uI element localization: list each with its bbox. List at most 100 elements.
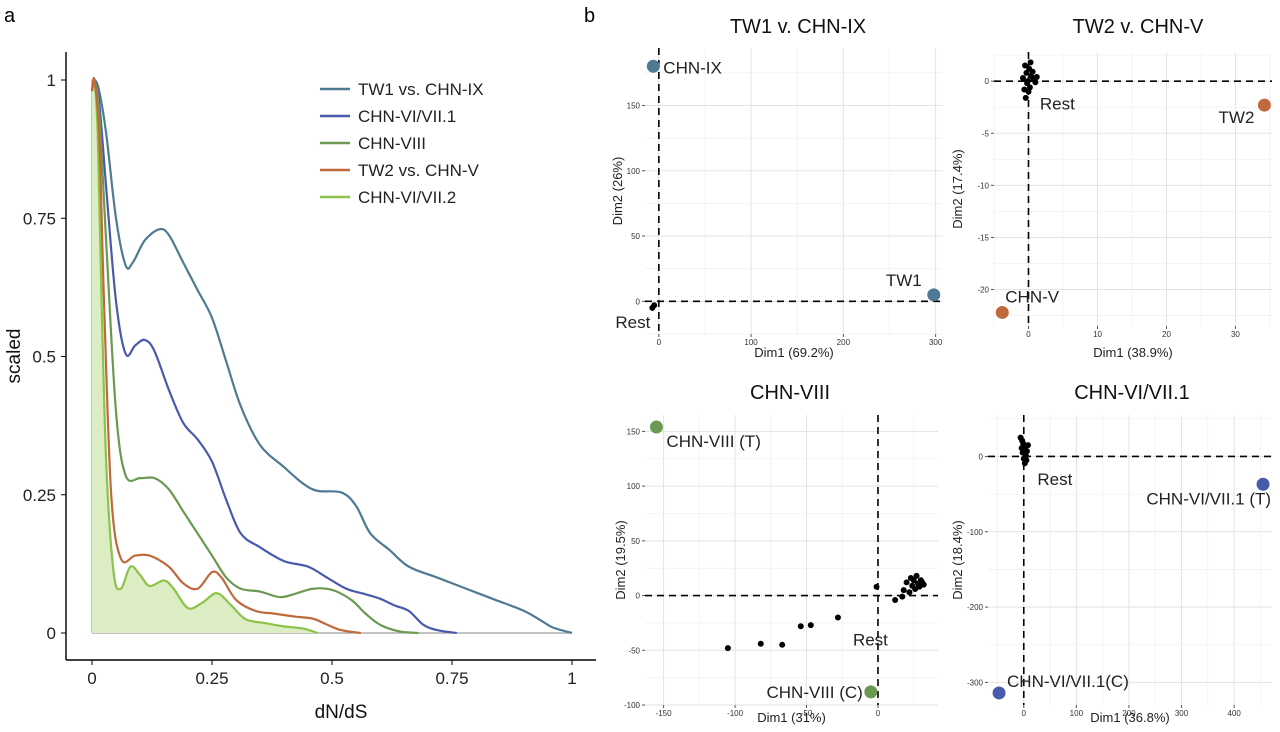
group-point: [649, 420, 663, 434]
rest-point: [906, 589, 913, 596]
rest-point: [807, 622, 814, 629]
y-tick-label: 50: [631, 232, 640, 241]
chart-title: TW1 v. CHN-IX: [730, 16, 866, 38]
y-axis-title: Dim2 (19.5%): [613, 520, 628, 599]
rest-point: [1019, 75, 1026, 82]
legend-label: CHN-VI/VII.2: [358, 188, 456, 207]
rest-point: [913, 572, 920, 579]
x-tick-label: -150: [656, 709, 673, 718]
y-tick-label: 0: [636, 297, 641, 306]
density-x-axis-title: dN/dS: [315, 702, 368, 723]
density-x-tick-label: 0.5: [320, 669, 344, 688]
rest-point: [1018, 445, 1025, 452]
rest-point: [1024, 442, 1031, 449]
y-tick-label: -100: [967, 528, 984, 537]
x-tick-label: 20: [1162, 330, 1171, 339]
rest-point: [1020, 455, 1027, 462]
y-tick-label: 0: [985, 77, 990, 86]
rest-point: [1033, 74, 1040, 81]
x-axis-title: Dim1 (31%): [757, 710, 826, 725]
rest-point: [1027, 59, 1034, 66]
y-tick-label: 50: [631, 537, 640, 546]
pca-tw1-chart: 0 100 200 300 0 50 100 150 TW1 v. CHN-IX Dim1 (69…: [610, 16, 943, 360]
point-label: CHN-VIII (C): [766, 683, 862, 702]
density-chart: 0 0.25 0.5 0.75 1 0 0.25 0.5 0.75 1 dN/dS scaled TW1…: [4, 52, 596, 723]
x-tick-label: 100: [744, 338, 758, 347]
y-tick-label: -10: [977, 181, 989, 190]
panel-label-b: b: [584, 5, 595, 27]
x-tick-label: 200: [1122, 709, 1136, 718]
density-x-tick-label: 0: [87, 669, 96, 688]
pca-chn8-chart: -150 -100 -50 0 150 100 50 0 -50 -100 CHN-VIII Dim1…: [613, 382, 938, 725]
y-axis-title: Dim2 (18.4%): [950, 520, 965, 599]
point-label: Rest: [853, 630, 888, 649]
y-tick-label: -50: [628, 646, 640, 655]
x-tick-label: 0: [1022, 709, 1027, 718]
x-axis-title: Dim1 (38.9%): [1093, 345, 1172, 360]
y-tick-label: 100: [627, 482, 641, 491]
group-point: [1256, 477, 1270, 491]
y-axis-title: Dim2 (26%): [610, 157, 625, 226]
density-line-chn-vi-vii-1: [90, 78, 457, 635]
x-tick-label: 0: [876, 709, 881, 718]
y-tick-label: 150: [627, 427, 641, 436]
x-tick-label: -50: [801, 709, 813, 718]
point-label: Rest: [1040, 94, 1075, 113]
group-point: [864, 685, 878, 699]
x-tick-label: 0: [657, 338, 662, 347]
rest-point: [1021, 460, 1028, 467]
rest-point: [873, 583, 880, 590]
point-label: TW1: [886, 271, 922, 290]
point-label: CHN-VI/VII.1(C): [1007, 672, 1129, 691]
rest-point: [903, 579, 910, 586]
density-line-tw1-vs-chn-ix: [90, 78, 573, 635]
legend-label: TW2 vs. CHN-V: [358, 161, 480, 180]
x-tick-label: 200: [837, 338, 851, 347]
y-tick-label: 0: [636, 592, 641, 601]
density-x-tick-label: 1: [567, 669, 576, 688]
rest-point: [1023, 69, 1030, 76]
density-line-chn-viii: [90, 78, 419, 635]
chart-title: CHN-VI/VII.1: [1074, 382, 1190, 404]
pca-chn67-chart: 0 100 200 300 400 0 -100 -200 -300 CHN-VI/VII.1 Di…: [950, 382, 1272, 725]
rest-point: [1025, 88, 1032, 95]
rest-point: [757, 640, 764, 647]
rest-point: [1029, 68, 1036, 75]
rest-point: [797, 623, 804, 630]
x-axis-title: Dim1 (69.2%): [754, 345, 833, 360]
x-tick-label: 400: [1227, 709, 1241, 718]
y-tick-label: -100: [624, 701, 641, 710]
density-y-tick-label: 0.75: [23, 209, 56, 228]
point-label: Rest: [615, 313, 650, 332]
group-point: [927, 288, 941, 302]
density-x-tick-label: 0.25: [195, 669, 228, 688]
panel-label-a: a: [4, 5, 16, 27]
point-label: Rest: [1037, 470, 1072, 489]
y-tick-label: 0: [979, 452, 984, 461]
pca-tw2-chart: 0 10 20 30 0 -5 -10 -15 -20 TW2 v. CHN-V Dim1 (38.…: [950, 16, 1272, 360]
x-tick-label: 100: [1070, 709, 1084, 718]
density-y-tick-label: 0: [47, 624, 56, 643]
rest-point: [651, 302, 658, 309]
legend-label: CHN-VI/VII.1: [358, 107, 456, 126]
x-tick-label: 10: [1093, 330, 1102, 339]
rest-point: [907, 575, 914, 582]
y-tick-label: -300: [967, 678, 984, 687]
y-tick-label: -15: [977, 233, 989, 242]
x-tick-label: 300: [1175, 709, 1189, 718]
rest-point: [1032, 79, 1039, 86]
density-y-tick-label: 0.5: [32, 348, 56, 367]
x-tick-label: 0: [1026, 330, 1031, 339]
rest-point: [920, 581, 927, 588]
rest-point: [892, 596, 899, 603]
rest-point: [1023, 448, 1030, 455]
point-label: CHN-VI/VII.1 (T): [1146, 489, 1271, 508]
density-y-tick-label: 1: [47, 71, 56, 90]
y-tick-label: -200: [967, 603, 984, 612]
x-tick-label: 30: [1231, 330, 1240, 339]
x-tick-label: 300: [929, 338, 943, 347]
rest-point: [1022, 62, 1029, 69]
rest-point: [899, 593, 906, 600]
x-axis-title: Dim1 (36.8%): [1090, 710, 1169, 725]
